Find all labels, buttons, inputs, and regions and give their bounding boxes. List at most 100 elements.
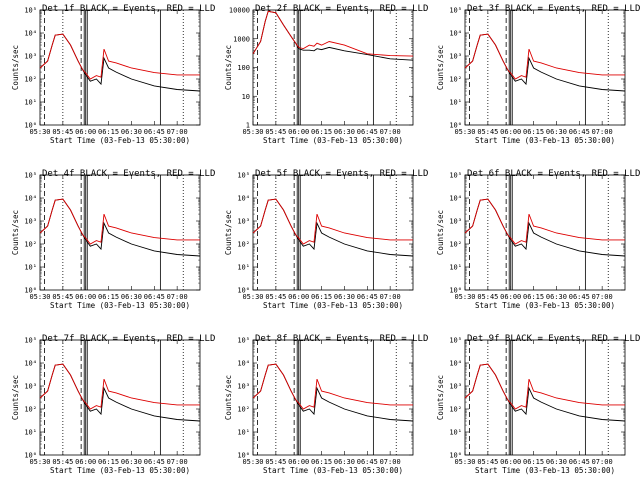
x-axis-label: Start Time (03-Feb-13 05:30:00) [263, 136, 403, 145]
y-tick-label: 10² [449, 406, 462, 414]
y-tick-label: 10² [24, 241, 37, 249]
series-line-lld [39, 198, 200, 245]
x-tick-label: 06:15 [98, 293, 119, 301]
x-axis-label: Start Time (03-Feb-13 05:30:00) [263, 466, 403, 475]
x-tick-label: 06:30 [546, 458, 567, 466]
x-tick-label: 05:45 [52, 458, 73, 466]
x-axis-label: Start Time (03-Feb-13 05:30:00) [50, 466, 190, 475]
plot-frame [464, 9, 626, 126]
x-tick-label: 06:30 [334, 293, 355, 301]
x-tick-label: 05:45 [477, 458, 498, 466]
x-axis-label: Start Time (03-Feb-13 05:30:00) [263, 301, 403, 310]
x-tick-label: 05:45 [52, 128, 73, 136]
x-tick-label: 05:30 [29, 293, 50, 301]
y-tick-label: 10¹ [449, 429, 462, 437]
chart-panel-3: Det 3f BLACK = Events, RED = LLD 10⁰ 10¹ 10… [436, 4, 640, 145]
y-tick-label: 10⁴ [237, 195, 250, 203]
y-axis-label: Counts/sec [11, 210, 20, 255]
y-tick-label: 10³ [24, 218, 37, 226]
plot-frame [252, 9, 414, 126]
x-axis-label: Start Time (03-Feb-13 05:30:00) [475, 466, 615, 475]
y-tick-label: 10⁵ [449, 172, 462, 180]
series-line-lld [252, 198, 413, 245]
x-tick-label: 06:30 [546, 293, 567, 301]
plot-frame [464, 339, 626, 456]
x-tick-label: 05:30 [29, 458, 50, 466]
x-tick-label: 06:00 [288, 128, 309, 136]
series-line-lld [464, 363, 625, 410]
chart-panel-1: Det 1f BLACK = Events, RED = LLD 10⁰ 10¹ 10… [11, 4, 215, 145]
chart-panel-9: Det 9f BLACK = Events, RED = LLD 10⁰ 10¹ 10… [436, 334, 640, 475]
series-line-lld [39, 33, 200, 80]
y-tick-label: 10³ [449, 383, 462, 391]
x-tick-label: 06:00 [75, 293, 96, 301]
y-tick-label: 10⁵ [24, 337, 37, 345]
y-tick-label: 10⁰ [449, 287, 462, 295]
y-tick-label: 10¹ [24, 99, 37, 107]
y-tick-label: 10³ [24, 53, 37, 61]
series-line-events [39, 198, 201, 257]
x-tick-label: 06:00 [75, 128, 96, 136]
x-axis-label: Start Time (03-Feb-13 05:30:00) [475, 301, 615, 310]
x-tick-label: 06:30 [334, 458, 355, 466]
series-line-lld [464, 198, 625, 245]
y-axis-label: Counts/sec [436, 45, 445, 90]
y-tick-label: 10³ [237, 218, 250, 226]
y-tick-label: 10¹ [449, 99, 462, 107]
plot-frame [252, 174, 414, 291]
series-line-events [252, 363, 414, 422]
x-tick-label: 06:30 [121, 128, 142, 136]
y-tick-label: 10² [449, 241, 462, 249]
y-tick-label: 10³ [449, 218, 462, 226]
y-tick-label: 1 [246, 122, 250, 130]
y-tick-label: 10⁵ [237, 337, 250, 345]
chart-title: Det 6f BLACK = Events, RED = LLD [467, 169, 640, 179]
series-line-events [464, 198, 626, 257]
y-axis-label: Counts/sec [436, 210, 445, 255]
y-tick-label: 100 [237, 64, 250, 72]
x-tick-label: 05:30 [454, 128, 475, 136]
x-tick-label: 06:45 [569, 458, 590, 466]
series-line-lld [252, 10, 414, 57]
x-tick-label: 07:00 [380, 293, 401, 301]
x-tick-label: 06:30 [121, 293, 142, 301]
series-line-events [39, 33, 201, 92]
x-tick-label: 06:45 [357, 293, 378, 301]
series-line-events [464, 33, 626, 92]
y-tick-label: 10⁴ [24, 360, 37, 368]
y-tick-label: 10³ [449, 53, 462, 61]
x-tick-label: 07:00 [167, 128, 188, 136]
x-tick-label: 06:15 [523, 458, 544, 466]
x-tick-label: 05:30 [454, 458, 475, 466]
x-tick-label: 05:45 [477, 128, 498, 136]
y-axis-label: Counts/sec [224, 375, 233, 420]
x-tick-label: 07:00 [167, 293, 188, 301]
y-tick-label: 10⁰ [449, 122, 462, 130]
y-tick-label: 10000 [229, 7, 250, 15]
y-tick-label: 10⁴ [24, 30, 37, 38]
y-tick-label: 10⁴ [24, 195, 37, 203]
y-tick-label: 10¹ [24, 429, 37, 437]
y-tick-label: 10⁴ [449, 360, 462, 368]
y-tick-label: 10⁵ [449, 7, 462, 15]
x-tick-label: 05:30 [242, 458, 263, 466]
x-tick-label: 07:00 [380, 128, 401, 136]
x-tick-label: 06:00 [288, 293, 309, 301]
chart-title: Det 8f BLACK = Events, RED = LLD [255, 334, 428, 344]
y-tick-label: 10⁵ [24, 7, 37, 15]
x-tick-label: 05:30 [242, 128, 263, 136]
series-line-lld [464, 33, 625, 80]
x-tick-label: 05:30 [29, 128, 50, 136]
y-tick-label: 10² [24, 406, 37, 414]
y-tick-label: 10⁰ [449, 452, 462, 460]
x-tick-label: 05:45 [477, 293, 498, 301]
chart-title: Det 9f BLACK = Events, RED = LLD [467, 334, 640, 344]
y-tick-label: 10¹ [449, 264, 462, 272]
x-tick-label: 07:00 [592, 293, 613, 301]
x-axis-label: Start Time (03-Feb-13 05:30:00) [50, 301, 190, 310]
y-tick-label: 10⁴ [237, 360, 250, 368]
chart-title: Det 3f BLACK = Events, RED = LLD [467, 4, 640, 14]
y-axis-label: Counts/sec [224, 210, 233, 255]
x-tick-label: 06:45 [569, 293, 590, 301]
